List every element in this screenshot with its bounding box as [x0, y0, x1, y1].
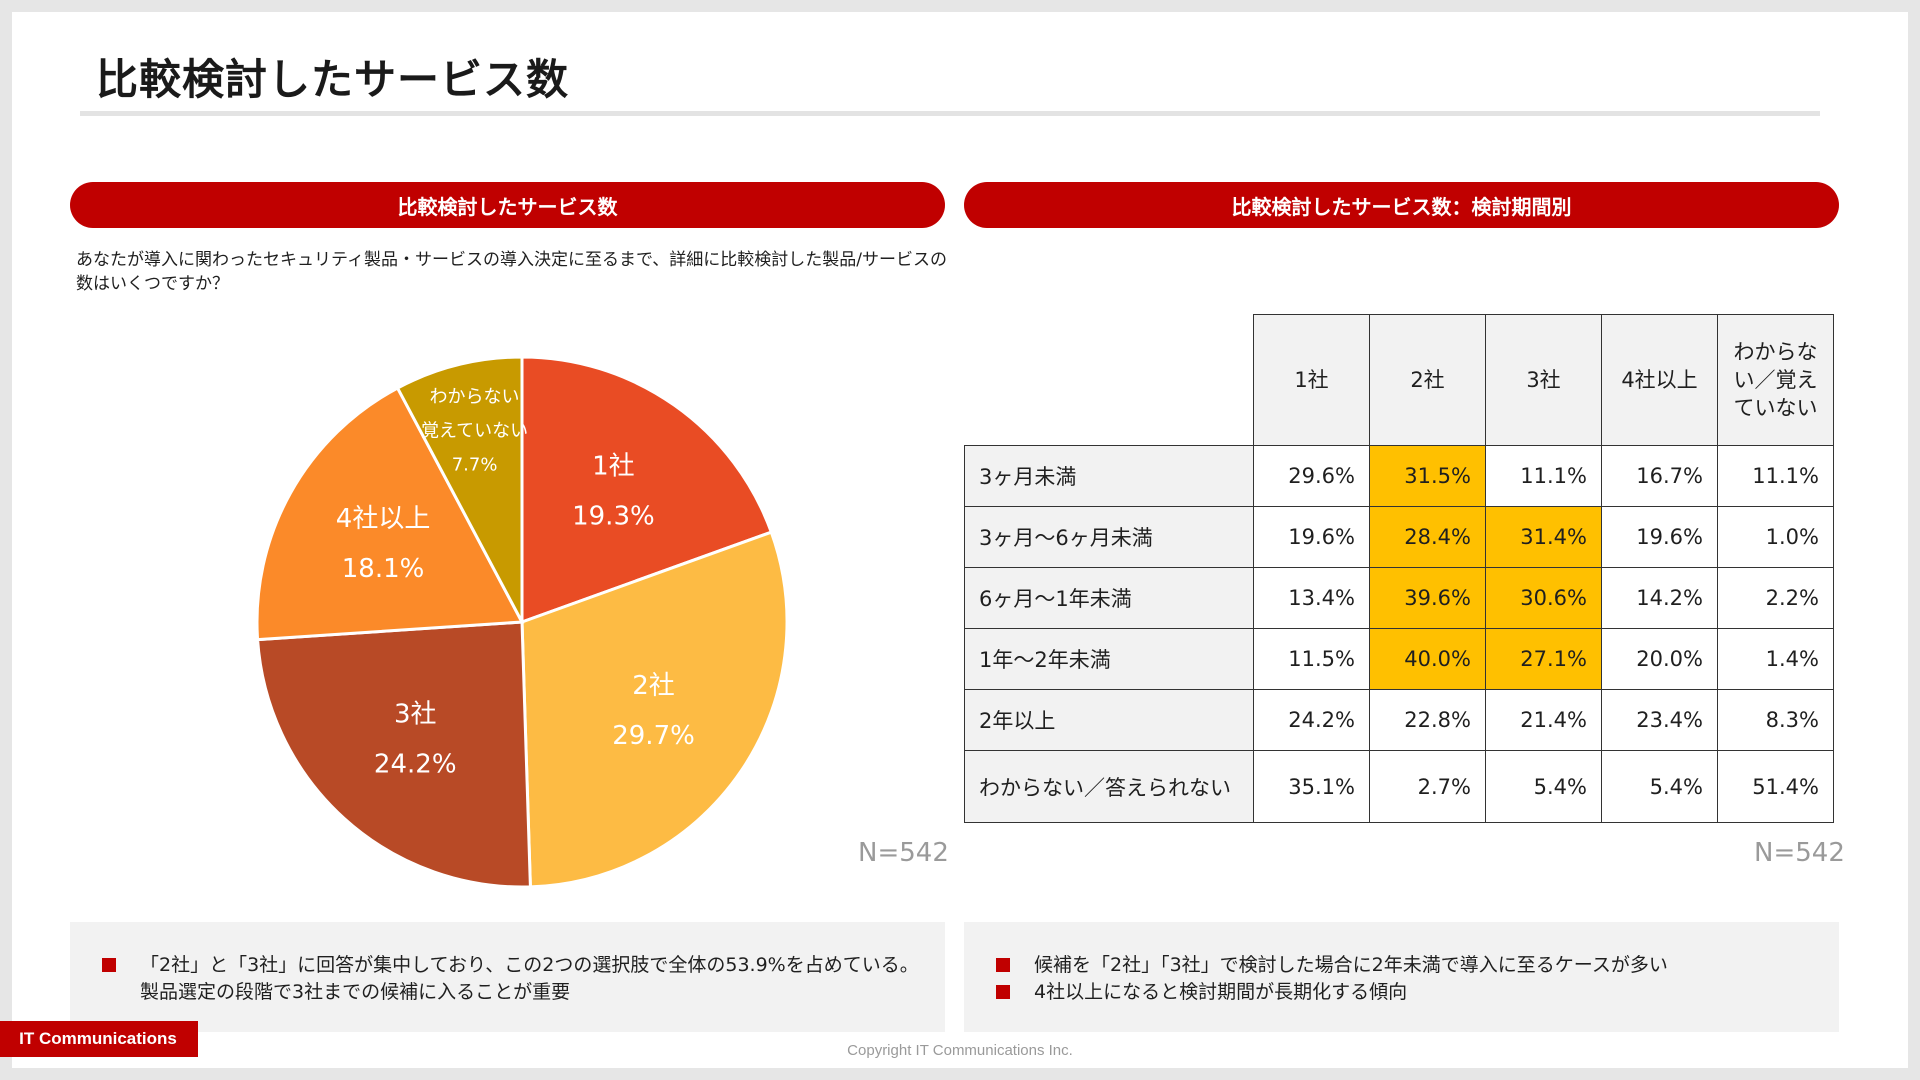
- note-text: 製品選定の段階で3社までの候補に入ることが重要: [140, 981, 571, 1003]
- table-cell: 14.2%: [1601, 567, 1718, 629]
- brand-badge: IT Communications: [0, 1021, 198, 1057]
- column-header-label: 3社: [1526, 368, 1561, 392]
- note-text: 4社以上になると検討期間が長期化する傾向: [1034, 981, 1408, 1003]
- table-row: 3ヶ月未満 29.6% 31.5% 11.1% 16.7% 11.1%: [964, 445, 1834, 507]
- notes-right: 候補を「2社」「3社」で検討した場合に2年未満で導入に至るケースが多い 4社以上…: [964, 922, 1839, 1032]
- table-cell: 24.2%: [1253, 689, 1370, 751]
- pie-category-label: 覚えていない: [421, 421, 528, 442]
- pie-category-label: 3社: [394, 699, 437, 729]
- pie-category-label: 1社: [592, 451, 635, 481]
- row-label: 2年以上: [964, 689, 1254, 751]
- cross-table: 1社 2社 3社 4社以上 わからな い／覚え ていない 3ヶ月未満 29.6% 31.5% 11…: [964, 314, 1834, 823]
- row-label: 1年〜2年未満: [964, 628, 1254, 690]
- table-cell: 31.4%: [1485, 506, 1602, 568]
- pie-value-label: 19.3%: [572, 501, 655, 531]
- table-row: わからない／答えられない 35.1% 2.7% 5.4% 5.4% 51.4%: [964, 750, 1834, 823]
- pie-value-label: 7.7%: [452, 455, 498, 476]
- table-cell: 16.7%: [1601, 445, 1718, 507]
- table-cell: 11.1%: [1717, 445, 1834, 507]
- pie-category-label: 2社: [632, 671, 675, 701]
- column-header-label: 4社以上: [1621, 368, 1698, 392]
- table-body: 3ヶ月未満 29.6% 31.5% 11.1% 16.7% 11.1% 3ヶ月〜6ヶ月未満 1…: [964, 445, 1834, 823]
- pie-value-label: 24.2%: [374, 749, 457, 779]
- column-header-label: 2社: [1410, 368, 1445, 392]
- note-left-item: 「2社」と「3社」に回答が集中しており、この2つの選択肢で全体の53.9%を占め…: [102, 952, 919, 1006]
- pie-slice: [255, 620, 532, 889]
- pie-value-label: 29.7%: [612, 721, 695, 751]
- page-title: 比較検討したサービス数: [96, 55, 570, 104]
- pie-chart: 1社 19.3% 2社 29.7% 3社 24.2% 4社以上 18.1% わからない覚えていな…: [255, 355, 789, 889]
- cross-table-container: 1社 2社 3社 4社以上 わからな い／覚え ていない 3ヶ月未満 29.6% 31.5% 11…: [964, 314, 1834, 823]
- row-label: 6ヶ月〜1年未満: [964, 567, 1254, 629]
- survey-question: あなたが導入に関わったセキュリティ製品・サービスの導入決定に至るまで、詳細に比較…: [76, 250, 948, 294]
- note-text: 候補を「2社」「3社」で検討した場合に2年未満で導入に至るケースが多い: [1034, 954, 1668, 976]
- row-label: 3ヶ月〜6ヶ月未満: [964, 506, 1254, 568]
- table-cell: 27.1%: [1485, 628, 1602, 690]
- table-cell: 28.4%: [1369, 506, 1486, 568]
- table-cell: 1.0%: [1717, 506, 1834, 568]
- table-row: 3ヶ月〜6ヶ月未満 19.6% 28.4% 31.4% 19.6% 1.0%: [964, 506, 1834, 568]
- sample-size-left: N=542: [858, 838, 949, 868]
- table-cell: 31.5%: [1369, 445, 1486, 507]
- table-cell: 19.6%: [1601, 506, 1718, 568]
- table-cell: 30.6%: [1485, 567, 1602, 629]
- notes-left: 「2社」と「3社」に回答が集中しており、この2つの選択肢で全体の53.9%を占め…: [70, 922, 945, 1032]
- table-cell: 39.6%: [1369, 567, 1486, 629]
- pie-slice: [520, 355, 774, 625]
- table-row: 2年以上 24.2% 22.8% 21.4% 23.4% 8.3%: [964, 689, 1834, 751]
- table-cell: 35.1%: [1253, 750, 1370, 823]
- table-cell: 11.5%: [1253, 628, 1370, 690]
- left-panel-banner: 比較検討したサービス数: [70, 182, 945, 228]
- column-header-label: わからな い／覚え ていない: [1733, 340, 1818, 420]
- table-cell: 5.4%: [1601, 750, 1718, 823]
- table-cell: 13.4%: [1253, 567, 1370, 629]
- copyright: Copyright IT Communications Inc.: [847, 1042, 1073, 1059]
- bullet-square-icon: [996, 985, 1010, 999]
- table-cell: 22.8%: [1369, 689, 1486, 751]
- column-header: 4社以上: [1601, 314, 1718, 446]
- table-cell: 21.4%: [1485, 689, 1602, 751]
- note-right-item: 4社以上になると検討期間が長期化する傾向: [996, 979, 1407, 1006]
- table-cell: 1.4%: [1717, 628, 1834, 690]
- pie-slice: [395, 355, 524, 623]
- table-cell: 51.4%: [1717, 750, 1834, 823]
- table-cell: 8.3%: [1717, 689, 1834, 751]
- pie-category-label: わからない: [430, 387, 520, 408]
- table-row: 6ヶ月〜1年未満 13.4% 39.6% 30.6% 14.2% 2.2%: [964, 567, 1834, 629]
- slide: 比較検討したサービス数 比較検討したサービス数 あなたが導入に関わったセキュリテ…: [12, 12, 1908, 1068]
- table-row: 1年〜2年未満 11.5% 40.0% 27.1% 20.0% 1.4%: [964, 628, 1834, 690]
- row-label: わからない／答えられない: [964, 750, 1254, 823]
- pie-value-label: 18.1%: [342, 554, 425, 584]
- bullet-square-icon: [996, 958, 1010, 972]
- column-header: 1社: [1253, 314, 1370, 446]
- pie-category-label: 4社以上: [336, 504, 431, 534]
- table-header-row: 1社 2社 3社 4社以上 わからな い／覚え ていない: [964, 314, 1834, 446]
- column-header: 2社: [1369, 314, 1486, 446]
- table-cell: 23.4%: [1601, 689, 1718, 751]
- column-header: わからな い／覚え ていない: [1717, 314, 1834, 446]
- row-label: 3ヶ月未満: [964, 445, 1254, 507]
- table-cell: 19.6%: [1253, 506, 1370, 568]
- sample-size-right: N=542: [1754, 838, 1845, 868]
- pie-slice: [520, 530, 789, 889]
- table-cell: 20.0%: [1601, 628, 1718, 690]
- table-cell: 2.2%: [1717, 567, 1834, 629]
- note-text: 「2社」と「3社」に回答が集中しており、この2つの選択肢で全体の53.9%を占め…: [140, 954, 919, 976]
- note-right-item: 候補を「2社」「3社」で検討した場合に2年未満で導入に至るケースが多い: [996, 952, 1668, 979]
- table-cell: 29.6%: [1253, 445, 1370, 507]
- right-panel-banner: 比較検討したサービス数：検討期間別: [964, 182, 1839, 228]
- title-divider: [80, 111, 1820, 116]
- column-header-label: 1社: [1294, 368, 1329, 392]
- table-cell: 11.1%: [1485, 445, 1602, 507]
- column-header: 3社: [1485, 314, 1602, 446]
- bullet-square-icon: [102, 958, 116, 972]
- table-cell: 2.7%: [1369, 750, 1486, 823]
- table-cell: 5.4%: [1485, 750, 1602, 823]
- table-cell: 40.0%: [1369, 628, 1486, 690]
- table-corner-cell: [964, 314, 1254, 446]
- pie-slice: [255, 385, 525, 642]
